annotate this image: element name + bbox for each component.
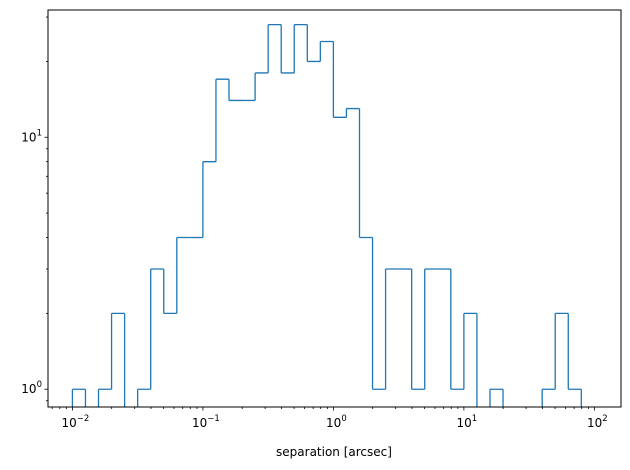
histogram-bin-12 (215, 78, 229, 162)
axis-ticks: 10−2 10−1 100 101 102 100 101 (21, 16, 608, 430)
histogram-bin-33 (489, 388, 504, 407)
histogram-bin-16 (267, 23, 282, 73)
histogram-bin-22 (345, 107, 360, 118)
histogram-bin-37 (541, 388, 556, 407)
histogram-bin-13 (228, 79, 243, 102)
x-tick-label-1: 10−1 (192, 414, 220, 430)
histogram-bin-27 (411, 269, 425, 390)
x-axis-label: separation [arcsec] (276, 445, 392, 459)
histogram-bin-6 (137, 388, 151, 407)
x-tick-label-2: 100 (326, 414, 347, 430)
histogram-bin-30 (450, 269, 464, 390)
histogram-bin-4 (110, 312, 125, 390)
histogram-bin-9 (176, 236, 190, 314)
histogram-bin-3 (97, 388, 112, 407)
x-tick-label-4: 102 (587, 414, 608, 430)
histogram-bin-20 (319, 40, 334, 62)
x-tick-label-3: 101 (457, 414, 478, 430)
histogram-bin-25 (384, 268, 399, 390)
y-tick-label-0: 100 (21, 380, 42, 396)
histogram-bin-28 (424, 268, 438, 390)
histogram-bin-24 (371, 237, 386, 390)
y-tick-label-1: 101 (21, 128, 42, 144)
histogram-bin-7 (150, 268, 164, 390)
histogram-bin-39 (567, 313, 582, 390)
x-tick-label-0: 10−2 (62, 414, 90, 430)
histogram-bin-18 (293, 23, 308, 73)
plot-frame (47, 9, 622, 408)
histogram-bin-23 (358, 108, 373, 239)
histogram-bin-11 (202, 161, 216, 238)
histogram-bins (71, 23, 582, 407)
histogram-bin-21 (332, 41, 347, 118)
histogram-bin-1 (71, 388, 86, 407)
histogram-bin-31 (463, 312, 477, 390)
histogram-bin-8 (163, 269, 177, 315)
histogram-bin-38 (554, 312, 569, 390)
histogram-bin-17 (280, 24, 295, 74)
histogram-bin-19 (306, 24, 321, 63)
plot-background (48, 10, 621, 407)
histogram-bin-15 (254, 72, 269, 101)
